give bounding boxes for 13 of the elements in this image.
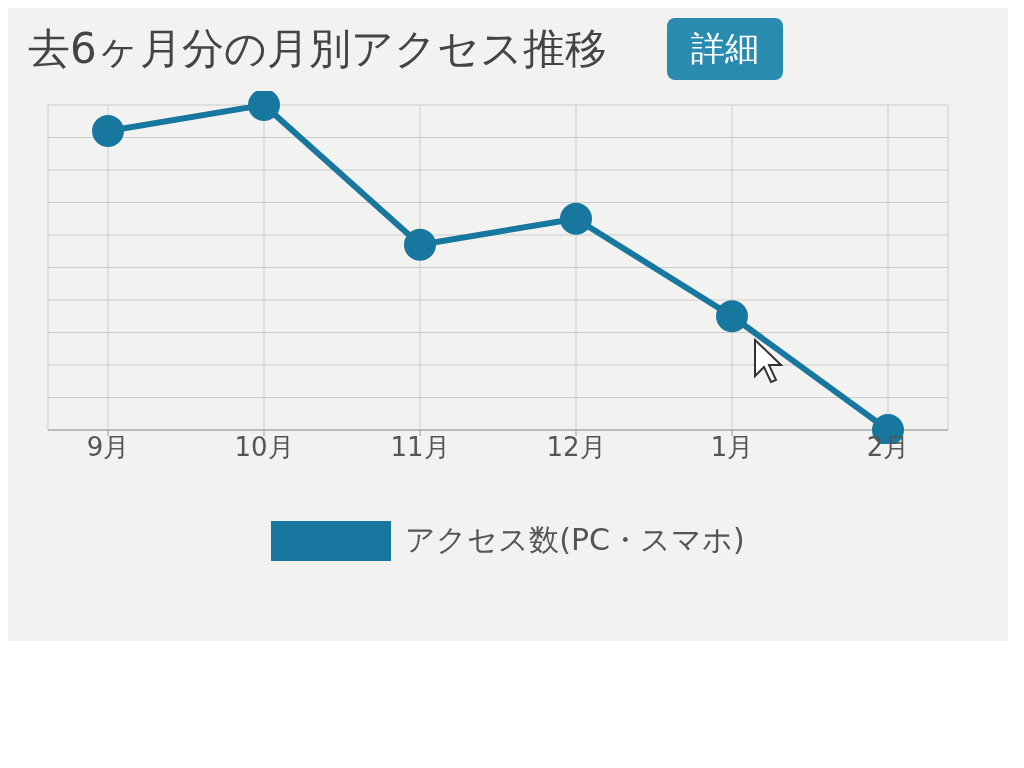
legend-label: アクセス数(PC・スマホ) xyxy=(405,521,745,559)
x-tick-label: 9月 xyxy=(86,432,130,463)
point xyxy=(716,300,748,333)
x-tick-label: 11月 xyxy=(390,432,450,463)
x-tick-label: 10月 xyxy=(234,432,294,463)
point xyxy=(92,115,124,147)
text: 詳細 xyxy=(666,18,783,80)
chart-title: 去6ヶ月分の月別アクセス推移 xyxy=(28,23,607,75)
point xyxy=(560,202,592,235)
x-tick-label: 12月 xyxy=(546,432,606,463)
point xyxy=(248,91,280,121)
x-tick-label: 1月 xyxy=(710,432,754,463)
point xyxy=(404,228,436,261)
